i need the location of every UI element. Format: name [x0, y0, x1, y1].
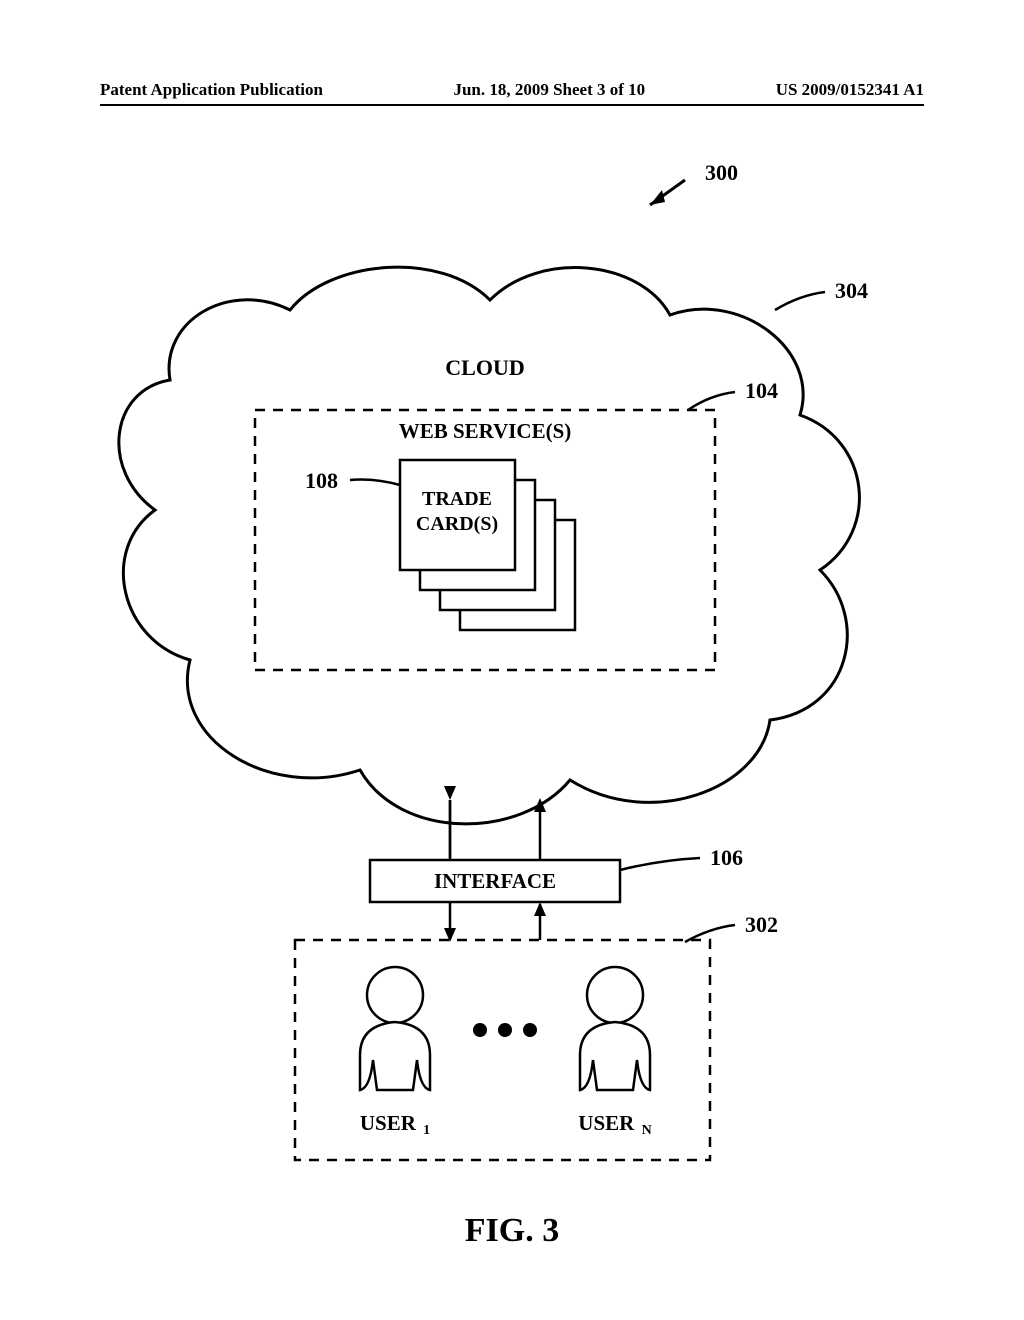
ref-300-arrow: 300: [650, 160, 738, 205]
userN-sub: N: [642, 1123, 652, 1138]
header-right: US 2009/0152341 A1: [776, 80, 924, 100]
userN-icon: [580, 967, 650, 1090]
user1-icon: [360, 967, 430, 1090]
header-center: Jun. 18, 2009 Sheet 3 of 10: [453, 80, 645, 100]
ref-304-label: 304: [835, 278, 868, 303]
ref-304-leader: 304: [775, 278, 868, 310]
ref-302-label: 302: [745, 912, 778, 937]
interface-label: INTERFACE: [434, 869, 556, 893]
tradecards-line1: TRADE: [422, 488, 492, 510]
user1-label: USER 1: [360, 1111, 430, 1138]
ref-302-leader: 302: [685, 912, 778, 942]
ref-106-leader: 106: [620, 845, 743, 870]
webservices-label: WEB SERVICE(S): [399, 419, 572, 443]
page-header: Patent Application Publication Jun. 18, …: [0, 80, 1024, 100]
userN-label: USER N: [578, 1111, 651, 1138]
ref-108-label: 108: [305, 468, 338, 493]
figure-diagram: 300 304 CLOUD 104 WEB SERVICE(S) TRADE C…: [0, 120, 1024, 1220]
ref-106-label: 106: [710, 845, 743, 870]
cloud-label: CLOUD: [445, 355, 524, 380]
arrows-interface-users: [444, 902, 546, 942]
figure-caption: FIG. 3: [0, 1212, 1024, 1250]
tradecards-line2: CARD(S): [416, 513, 498, 535]
ref-300-label: 300: [705, 160, 738, 185]
userN-prefix: USER: [578, 1111, 635, 1135]
header-left: Patent Application Publication: [100, 80, 323, 100]
header-rule: [100, 104, 924, 106]
ref-104-label: 104: [745, 378, 778, 403]
ellipsis-dots: [473, 1023, 537, 1037]
user1-sub: 1: [423, 1123, 430, 1138]
user1-prefix: USER: [360, 1111, 417, 1135]
